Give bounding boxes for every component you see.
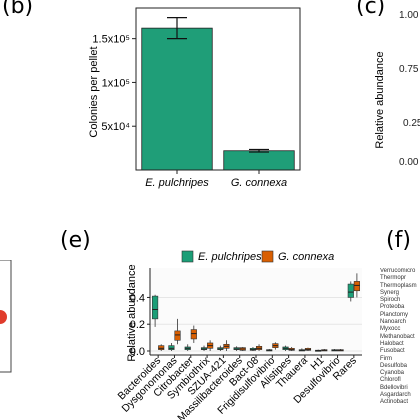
c-tick-4: 0.00 [399, 157, 419, 168]
e-box [288, 346, 295, 351]
e-box [353, 273, 360, 298]
panel-label-f: (f) [386, 228, 411, 253]
e-box [331, 348, 338, 352]
e-box [207, 340, 214, 351]
edge-marker [0, 310, 7, 324]
b-error-bar [249, 148, 269, 153]
f-taxon-label: Thermopr [380, 275, 407, 282]
e-y-tick-label: 0.4 [130, 292, 145, 304]
e-box [190, 325, 197, 343]
e-box [255, 344, 263, 351]
f-taxon-label: Halobact [380, 340, 404, 347]
e-box [168, 342, 175, 351]
c-tick-1: 1.00 [399, 10, 419, 21]
e-box [321, 348, 328, 352]
e-box [249, 346, 257, 351]
f-taxon-label: Actinobact [380, 399, 409, 406]
b-y-tick-label: 1.5x10⁵ [92, 34, 130, 46]
f-taxon-label: Thermoplasm [380, 282, 417, 289]
left-edge-fragment [0, 260, 12, 373]
f-taxon-label: Desulfoba [380, 362, 408, 369]
e-box [315, 349, 322, 352]
e-box [272, 342, 279, 350]
e-y-tick-label: 0.0 [130, 346, 145, 358]
c-y-axis-label: Relative abundance [374, 51, 386, 148]
f-taxon-label: Proteoba [380, 304, 405, 311]
e-box [298, 348, 305, 352]
e-legend-swatch [181, 250, 194, 263]
c-tick-3: 0.25 [403, 118, 420, 129]
e-box [158, 344, 165, 351]
e-box [152, 294, 159, 327]
e-box [233, 346, 240, 351]
f-taxon-label: Asgardarch [380, 392, 411, 399]
f-taxon-label: Myxocc [380, 326, 401, 333]
f-taxon-label: Planctomy [380, 311, 409, 318]
panel-label-b: (b) [2, 0, 34, 19]
f-taxon-label: Synerg [380, 289, 400, 296]
b-y-tick-label: 1x10⁵ [102, 77, 130, 89]
edge-frame [0, 260, 12, 373]
f-taxon-label: Bdellovibri [380, 384, 408, 391]
b-y-tick-label: 5x10⁴ [101, 121, 130, 133]
e-box [217, 345, 224, 351]
b-y-axis-label: Colonies per pellet [88, 46, 100, 137]
f-taxon-label: Methanobact [380, 333, 415, 340]
e-box [174, 318, 181, 345]
e-box [282, 345, 289, 351]
e-box [304, 347, 312, 351]
b-plot-frame [135, 7, 301, 171]
panel-label-e: (e) [60, 228, 91, 253]
f-taxon-label: Firm [380, 355, 392, 362]
f-taxon-label: Cyanoba [380, 370, 405, 377]
panel-label-c: (c) [356, 0, 386, 19]
e-y-tick-label: 0.2 [130, 319, 145, 331]
e-box [200, 345, 208, 351]
f-taxon-label: Chlorofl [380, 377, 401, 384]
e-legend-swatch [261, 250, 274, 263]
e-box [347, 281, 354, 302]
b-error-bar [167, 17, 187, 40]
e-box [239, 346, 246, 351]
f-taxon-label: Nanoarch [380, 319, 407, 326]
e-box [223, 340, 230, 351]
b-x-tick-label: G. connexa [231, 177, 287, 189]
e-box [184, 344, 191, 351]
e-plot-area [150, 268, 362, 355]
c-y-axis-label-wrap: Relative abundance [374, 51, 386, 148]
f-taxon-label: Verrucomicro [380, 268, 416, 274]
e-legend-item: G. connexa [261, 250, 334, 263]
b-x-tick-label: E. pulchripes [145, 177, 209, 189]
e-box [266, 348, 273, 352]
f-taxa-list: Verrucomicro Thermopr Thermoplasm Synerg Spi… [380, 268, 420, 407]
f-taxon-label: Spiroch [380, 297, 401, 304]
e-legend-label: G. connexa [278, 251, 334, 263]
e-legend-item: E. pulchripes [181, 250, 262, 263]
e-y-axis-label: Relative abundance [126, 264, 138, 361]
e-box [337, 348, 344, 352]
e-legend-label: E. pulchripes [198, 251, 262, 263]
f-taxon-label: Fusobact [380, 348, 405, 355]
c-tick-2: 0.75 [399, 64, 419, 75]
